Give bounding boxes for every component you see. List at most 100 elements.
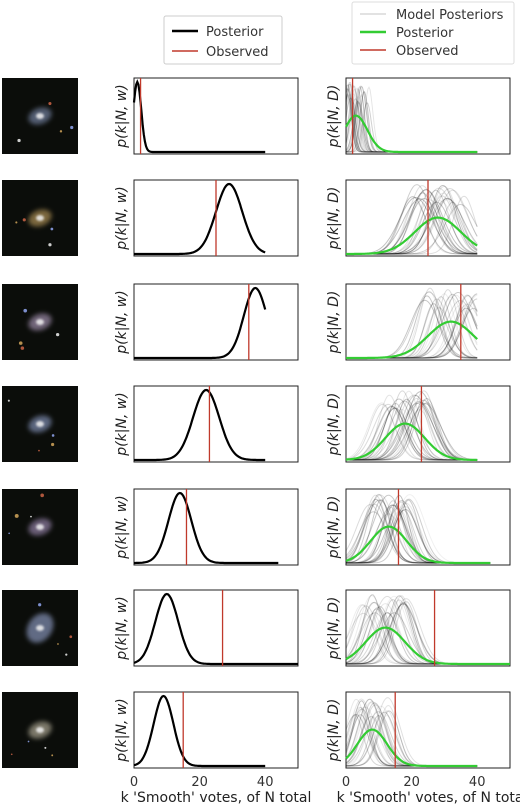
- posterior-curve: [345, 525, 491, 565]
- left-xtick-label: 20: [191, 775, 208, 790]
- model-posterior-curve: [346, 402, 478, 461]
- star-dot: [38, 603, 42, 607]
- posterior-curve: [134, 286, 267, 360]
- left-panel: p(k|N, w): [114, 385, 299, 463]
- posterior-curve: [133, 694, 266, 768]
- star-dot: [51, 442, 55, 447]
- right-panel-frame: [345, 589, 511, 667]
- model-posterior-curve: [346, 398, 478, 461]
- star-dot: [20, 346, 25, 350]
- posterior-curve: [346, 320, 478, 360]
- galaxy-cutout-2: [2, 180, 78, 256]
- plot-row: p(k|N, w) p(k|N, D): [2, 179, 511, 257]
- star-dot: [22, 218, 26, 222]
- model-posterior-curve: [346, 397, 478, 461]
- galaxy-cutout-5: [2, 489, 78, 565]
- right-panel: p(k|N, D): [326, 283, 511, 361]
- legend-right-posterior-label: Posterior: [396, 26, 454, 41]
- model-posterior-curve: [346, 390, 478, 461]
- galaxy-core: [36, 524, 44, 530]
- star-dot: [65, 653, 68, 656]
- left-xtick-label: 0: [130, 775, 138, 790]
- right-ylabel: p(k|N, D): [326, 496, 342, 560]
- plot-row: p(k|N, w) p(k|N, D): [2, 691, 511, 769]
- star-dot: [10, 753, 13, 756]
- plot-row: p(k|N, w) p(k|N, D): [2, 77, 511, 155]
- left-panel-frame: [133, 589, 299, 667]
- star-dot: [55, 332, 60, 337]
- right-xtick-label: 20: [403, 775, 420, 790]
- model-posterior-curve: [345, 403, 478, 461]
- right-panel-frame: [345, 488, 511, 566]
- posterior-curve: [345, 626, 510, 666]
- star-dot: [23, 308, 28, 313]
- legend-left-observed-label: Observed: [206, 45, 269, 60]
- galaxy-cutout-1: [2, 78, 78, 154]
- legend-right: Model Posteriors Posterior Observed: [351, 1, 515, 65]
- right-ylabel: p(k|N, D): [326, 291, 342, 355]
- model-posterior-curve: [346, 391, 478, 461]
- right-panel-frame: [345, 283, 511, 361]
- right-panel: p(k|N, D): [326, 385, 511, 463]
- legend-right-observed-label: Observed: [396, 44, 459, 59]
- star-dot: [50, 227, 54, 231]
- star-dot: [15, 221, 18, 224]
- star-dot: [70, 125, 74, 130]
- left-xtick-label: 40: [257, 775, 274, 790]
- model-posterior-curve: [346, 408, 478, 461]
- model-posterior-curve: [345, 403, 478, 461]
- model-posterior-curve: [346, 400, 478, 461]
- galaxy-core: [36, 727, 44, 733]
- right-xtick-label: 0: [342, 775, 350, 790]
- right-xlabel: k 'Smooth' votes, of N total: [337, 790, 520, 806]
- legend-right-model-label: Model Posteriors: [396, 8, 504, 23]
- star-dot: [14, 513, 19, 518]
- left-xlabel: k 'Smooth' votes, of N total: [121, 790, 312, 806]
- star-dot: [44, 746, 47, 749]
- model-posterior-curve: [346, 390, 478, 461]
- left-ylabel: p(k|N, w): [114, 698, 130, 762]
- left-panel-frame: [133, 283, 299, 361]
- right-panel-frame: [345, 77, 511, 155]
- right-ylabel: p(k|N, D): [326, 85, 342, 149]
- star-dot: [51, 754, 54, 757]
- model-posteriors: [345, 390, 478, 461]
- star-dot: [59, 130, 63, 133]
- posterior-curve: [134, 491, 279, 565]
- right-panel: p(k|N, D): [326, 77, 511, 155]
- legend-left-posterior-label: Posterior: [206, 25, 264, 40]
- model-posterior-curve: [346, 407, 478, 461]
- left-panel: p(k|N, w): [114, 691, 299, 769]
- left-panel: p(k|N, w): [114, 283, 299, 361]
- left-panel-frame: [133, 691, 299, 769]
- galaxy-cutout-3: [2, 284, 78, 360]
- model-posterior-curve: [346, 398, 478, 461]
- star-dot: [57, 643, 59, 645]
- model-posterior-curve: [346, 394, 478, 461]
- galaxy-cutout-4: [2, 386, 78, 462]
- posterior-curve: [132, 79, 266, 154]
- galaxy-core: [36, 421, 44, 427]
- posterior-curve: [133, 592, 298, 666]
- left-panel-frame: [133, 385, 299, 463]
- star-dot: [40, 493, 44, 498]
- left-panel: p(k|N, w): [114, 589, 299, 667]
- model-posterior-curve: [346, 394, 478, 461]
- galaxy-cutout-7: [2, 692, 78, 768]
- left-panel: p(k|N, w): [114, 77, 299, 155]
- right-ylabel: p(k|N, D): [326, 597, 342, 661]
- galaxy-core: [36, 625, 44, 631]
- star-dot: [17, 138, 21, 143]
- galaxy-core: [36, 113, 44, 119]
- left-ylabel: p(k|N, w): [114, 392, 130, 456]
- star-dot: [38, 449, 40, 452]
- model-posterior-curve: [346, 403, 478, 461]
- left-ylabel: p(k|N, w): [114, 290, 130, 354]
- posterior-curve: [345, 422, 478, 462]
- right-panel: p(k|N, D): [326, 488, 511, 566]
- model-posterior-curve: [345, 406, 478, 461]
- model-posterior-curve: [346, 402, 478, 461]
- bottom-axes: 0 0 20 20 40 40: [130, 775, 486, 790]
- posterior-curve: [134, 182, 266, 256]
